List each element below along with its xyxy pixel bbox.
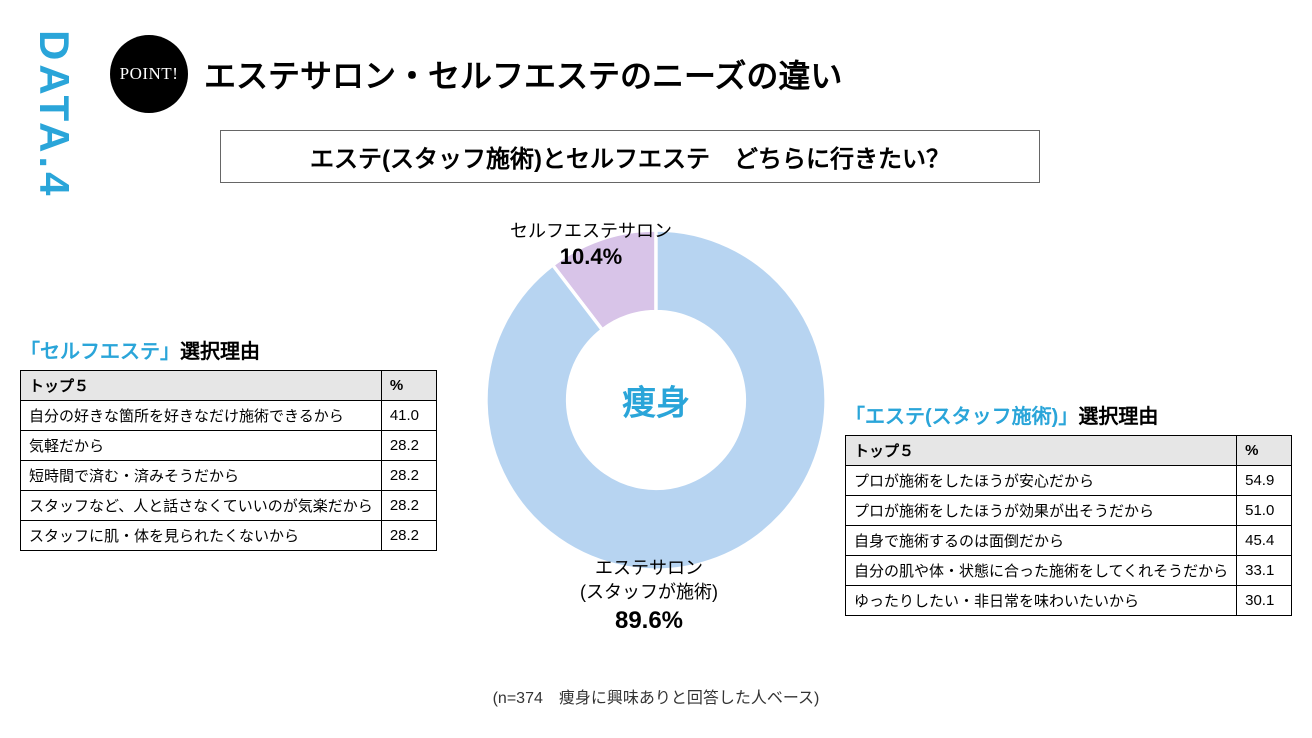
donut-label-self: セルフエステサロン 10.4% bbox=[510, 220, 672, 272]
left-title-prefix: 「セルフエステ」 bbox=[20, 341, 180, 363]
left-reasons-block: 「セルフエステ」選択理由 トップ５%自分の好きな箇所を好きなだけ施術できるから4… bbox=[20, 335, 437, 551]
reason-cell: プロが施術をしたほうが安心だから bbox=[846, 466, 1237, 496]
percent-cell: 28.2 bbox=[381, 461, 436, 491]
point-badge: POINT! bbox=[110, 35, 188, 113]
donut-label-self-name: セルフエステサロン bbox=[510, 220, 672, 243]
percent-cell: 41.0 bbox=[381, 401, 436, 431]
reason-cell: 自身で施術するのは面倒だから bbox=[846, 526, 1237, 556]
left-reasons-table: トップ５%自分の好きな箇所を好きなだけ施術できるから41.0気軽だから28.2短… bbox=[20, 370, 437, 551]
percent-cell: 30.1 bbox=[1237, 586, 1292, 616]
reason-cell: プロが施術をしたほうが効果が出そうだから bbox=[846, 496, 1237, 526]
donut-label-self-pct: 10.4% bbox=[510, 243, 672, 272]
table-row: 自身で施術するのは面倒だから45.4 bbox=[846, 526, 1292, 556]
right-title-suffix: 選択理由 bbox=[1078, 406, 1158, 428]
percent-cell: 45.4 bbox=[1237, 526, 1292, 556]
reason-cell: スタッフなど、人と話さなくていいのが気楽だから bbox=[21, 491, 382, 521]
percent-cell: 54.9 bbox=[1237, 466, 1292, 496]
reason-cell: ゆったりしたい・非日常を味わいたいから bbox=[846, 586, 1237, 616]
table-row: 自分の肌や体・状態に合った施術をしてくれそうだから33.1 bbox=[846, 556, 1292, 586]
question-box: エステ(スタッフ施術)とセルフエステ どちらに行きたい？ bbox=[220, 130, 1040, 183]
table-row: ゆったりしたい・非日常を味わいたいから30.1 bbox=[846, 586, 1292, 616]
left-table-title: 「セルフエステ」選択理由 bbox=[20, 335, 437, 364]
left-title-suffix: 選択理由 bbox=[180, 341, 260, 363]
percent-cell: 28.2 bbox=[381, 491, 436, 521]
table-header-cell: トップ５ bbox=[21, 371, 382, 401]
percent-cell: 51.0 bbox=[1237, 496, 1292, 526]
right-title-prefix: 「エステ(スタッフ施術)」 bbox=[845, 406, 1078, 428]
table-row: スタッフに肌・体を見られたくないから28.2 bbox=[21, 521, 437, 551]
reason-cell: 短時間で済む・済みそうだから bbox=[21, 461, 382, 491]
side-data-label: DATA.4 bbox=[30, 30, 78, 199]
header-row: POINT! エステサロン・セルフエステのニーズの違い bbox=[110, 35, 842, 113]
table-header-cell: % bbox=[381, 371, 436, 401]
table-header-cell: トップ５ bbox=[846, 436, 1237, 466]
table-row: スタッフなど、人と話さなくていいのが気楽だから28.2 bbox=[21, 491, 437, 521]
percent-cell: 28.2 bbox=[381, 431, 436, 461]
percent-cell: 28.2 bbox=[381, 521, 436, 551]
donut-label-staff-sub: (スタッフが施術) bbox=[580, 580, 718, 604]
reason-cell: 自分の肌や体・状態に合った施術をしてくれそうだから bbox=[846, 556, 1237, 586]
donut-label-staff-name: エステサロン bbox=[580, 556, 718, 580]
reason-cell: 自分の好きな箇所を好きなだけ施術できるから bbox=[21, 401, 382, 431]
table-row: プロが施術をしたほうが安心だから54.9 bbox=[846, 466, 1292, 496]
table-row: プロが施術をしたほうが効果が出そうだから51.0 bbox=[846, 496, 1292, 526]
table-row: 短時間で済む・済みそうだから28.2 bbox=[21, 461, 437, 491]
reason-cell: 気軽だから bbox=[21, 431, 382, 461]
percent-cell: 33.1 bbox=[1237, 556, 1292, 586]
donut-chart: 痩身 bbox=[486, 230, 826, 570]
reason-cell: スタッフに肌・体を見られたくないから bbox=[21, 521, 382, 551]
donut-label-staff-pct: 89.6% bbox=[580, 605, 718, 637]
right-table-title: 「エステ(スタッフ施術)」選択理由 bbox=[845, 400, 1292, 429]
donut-center-label: 痩身 bbox=[622, 376, 690, 425]
right-reasons-table: トップ５%プロが施術をしたほうが安心だから54.9プロが施術をしたほうが効果が出… bbox=[845, 435, 1292, 616]
right-reasons-block: 「エステ(スタッフ施術)」選択理由 トップ５%プロが施術をしたほうが安心だから5… bbox=[845, 400, 1292, 616]
main-title: エステサロン・セルフエステのニーズの違い bbox=[204, 51, 842, 97]
table-row: 気軽だから28.2 bbox=[21, 431, 437, 461]
table-row: 自分の好きな箇所を好きなだけ施術できるから41.0 bbox=[21, 401, 437, 431]
table-header-cell: % bbox=[1237, 436, 1292, 466]
donut-label-staff: エステサロン (スタッフが施術) 89.6% bbox=[580, 556, 718, 637]
footnote: (n=374 痩身に興味ありと回答した人ベース) bbox=[0, 684, 1312, 708]
